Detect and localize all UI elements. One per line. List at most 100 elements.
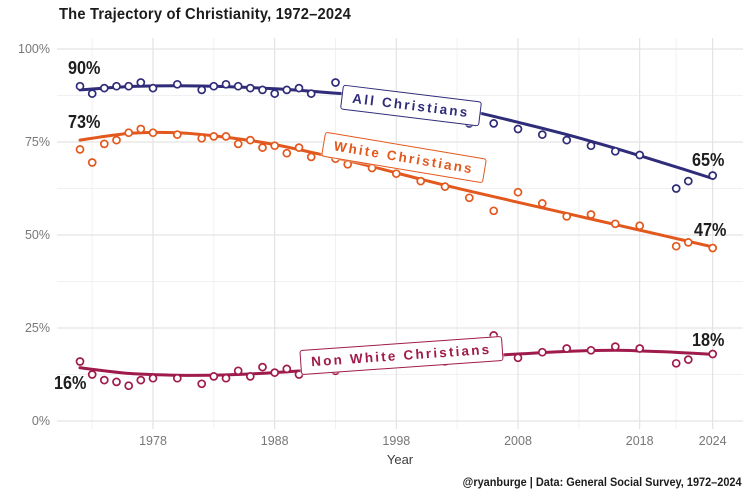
data-point-all-christians — [148, 83, 158, 93]
data-point-white-christians — [635, 221, 645, 231]
data-point-non-white-christians — [209, 372, 219, 381]
data-point-non-white-christians — [270, 368, 280, 377]
data-point-all-christians — [586, 141, 596, 151]
y-tick-label: 0% — [32, 414, 50, 428]
data-point-white-christians — [233, 139, 243, 149]
data-point-white-christians — [306, 152, 316, 162]
data-point-all-christians — [136, 78, 146, 87]
data-point-white-christians — [683, 238, 693, 247]
source-caption: @ryanburge | Data: General Social Survey… — [463, 477, 742, 489]
data-point-all-christians — [75, 81, 85, 91]
data-point-white-christians — [258, 143, 267, 152]
data-point-non-white-christians — [258, 362, 267, 372]
data-point-white-christians — [172, 130, 182, 139]
data-point-non-white-christians — [172, 373, 182, 383]
data-point-all-christians — [537, 130, 547, 139]
data-point-white-christians — [282, 148, 292, 158]
y-tick-label: 50% — [25, 228, 50, 242]
grid-major — [57, 38, 743, 429]
data-point-non-white-christians — [197, 379, 207, 389]
data-point-all-christians — [87, 89, 97, 98]
x-tick-label: 1988 — [261, 434, 289, 448]
data-point-white-christians — [87, 158, 97, 167]
x-tick-label: 1978 — [139, 434, 167, 448]
data-point-all-christians — [124, 81, 134, 91]
data-point-all-christians — [562, 135, 572, 145]
data-point-white-christians — [708, 243, 718, 253]
annotation-non-white-christians-end: 18% — [692, 330, 725, 350]
data-point-white-christians — [245, 135, 255, 145]
data-point-white-christians — [99, 139, 109, 149]
data-point-white-christians — [537, 199, 547, 208]
data-point-non-white-christians — [635, 344, 645, 353]
x-axis-tick-labels: 1978 1988 1998 2008 2018 2024 — [139, 434, 727, 448]
data-point-all-christians — [245, 83, 255, 93]
annotation-non-white-christians-start: 16% — [54, 373, 87, 393]
data-point-white-christians — [136, 124, 146, 134]
data-point-white-christians — [464, 193, 474, 203]
data-point-all-christians — [489, 119, 499, 128]
data-point-white-christians — [562, 212, 572, 221]
annotation-white-christians-end: 47% — [694, 220, 727, 240]
chart-title: The Trajectory of Christianity, 1972–202… — [59, 6, 351, 23]
data-point-all-christians — [610, 146, 620, 156]
data-point-white-christians — [75, 145, 85, 154]
data-point-non-white-christians — [683, 355, 693, 364]
data-point-non-white-christians — [513, 353, 523, 363]
y-tick-label: 75% — [25, 135, 50, 149]
annotation-all-christians-end: 65% — [692, 150, 725, 170]
data-point-white-christians — [489, 206, 499, 216]
data-point-all-christians — [282, 85, 292, 95]
data-point-all-christians — [172, 79, 182, 89]
data-point-white-christians — [209, 132, 219, 141]
x-axis-title: Year — [386, 452, 414, 467]
annotation-all-christians-start: 90% — [68, 58, 101, 78]
data-point-white-christians — [440, 182, 450, 191]
y-axis-tick-labels: 0% 25% 50% 75% 100% — [18, 42, 50, 428]
data-point-all-christians — [209, 81, 219, 91]
data-point-white-christians — [416, 176, 426, 186]
y-tick-label: 100% — [18, 42, 50, 56]
data-point-non-white-christians — [282, 364, 292, 374]
data-point-all-christians — [635, 150, 645, 160]
data-point-non-white-christians — [75, 357, 85, 366]
data-point-all-christians — [221, 79, 231, 89]
data-point-white-christians — [112, 135, 121, 145]
data-point-non-white-christians — [112, 377, 121, 387]
data-point-non-white-christians — [124, 381, 134, 391]
data-point-non-white-christians — [221, 373, 231, 383]
data-point-all-christians — [513, 124, 523, 134]
x-tick-label: 2024 — [699, 434, 727, 448]
data-point-non-white-christians — [562, 344, 572, 353]
data-point-non-white-christians — [148, 373, 158, 383]
data-point-white-christians — [270, 141, 280, 151]
data-point-all-christians — [306, 89, 316, 98]
data-point-white-christians — [197, 133, 207, 143]
data-point-all-christians — [683, 176, 693, 186]
annotation-white-christians-start: 73% — [68, 112, 101, 132]
data-point-all-christians — [270, 89, 280, 98]
data-point-white-christians — [586, 210, 596, 219]
data-point-white-christians — [391, 169, 401, 178]
data-point-non-white-christians — [87, 370, 97, 379]
data-point-white-christians — [343, 159, 353, 169]
data-point-all-christians — [708, 171, 718, 180]
data-point-all-christians — [294, 83, 304, 93]
data-point-white-christians — [124, 128, 134, 138]
x-tick-label: 2008 — [504, 434, 532, 448]
data-point-all-christians — [258, 85, 267, 95]
data-point-white-christians — [148, 128, 158, 138]
data-point-all-christians — [671, 184, 681, 193]
data-point-white-christians — [513, 187, 523, 197]
data-point-non-white-christians — [537, 347, 547, 357]
data-point-non-white-christians — [586, 345, 596, 355]
data-point-white-christians — [294, 143, 304, 152]
x-tick-label: 1998 — [382, 434, 410, 448]
data-point-all-christians — [233, 81, 243, 91]
data-point-all-christians — [99, 83, 109, 93]
data-point-non-white-christians — [233, 366, 243, 376]
data-point-non-white-christians — [671, 358, 681, 368]
data-point-white-christians — [367, 163, 377, 173]
data-point-all-christians — [197, 85, 207, 95]
